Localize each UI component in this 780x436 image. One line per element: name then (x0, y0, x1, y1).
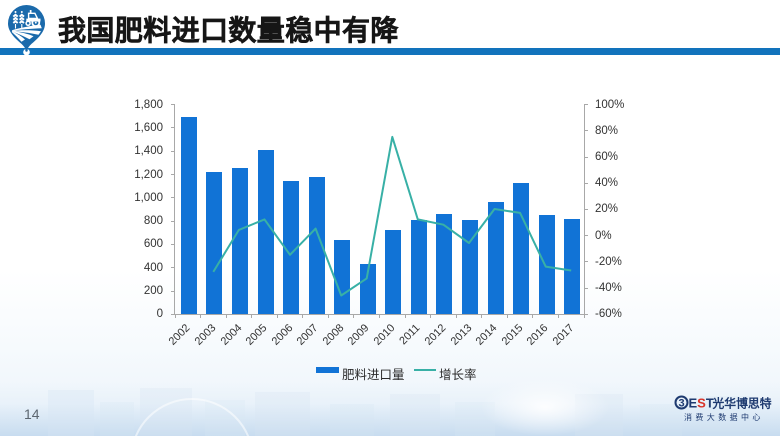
svg-text:3: 3 (678, 398, 684, 410)
svg-text:EST: EST (689, 396, 714, 411)
svg-text:消费大数据中心: 消费大数据中心 (684, 412, 764, 422)
svg-text:光华博思特: 光华博思特 (712, 397, 772, 411)
